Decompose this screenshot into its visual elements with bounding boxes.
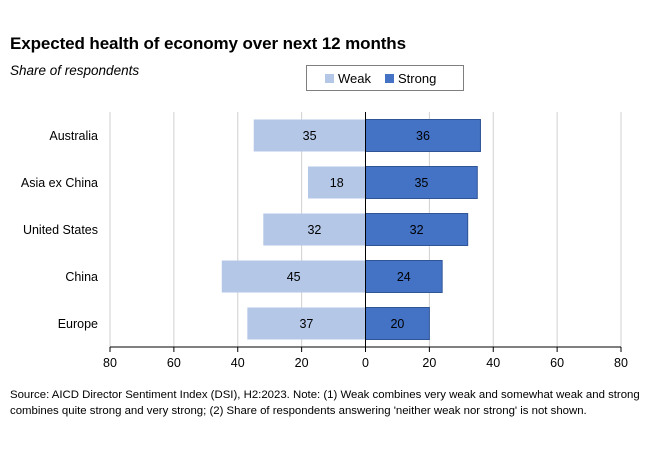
bar-strong-europe [365, 307, 430, 340]
bar-strong-united-states [365, 213, 469, 246]
legend-item-weak: Weak [325, 71, 371, 86]
label-strong-asia-ex-china: 35 [414, 176, 428, 190]
bar-strong-china [365, 260, 443, 293]
x-tick-label-3: 20 [295, 356, 309, 370]
category-label-europe: Europe [58, 317, 98, 331]
label-weak-united-states: 32 [307, 223, 321, 237]
bar-strong-australia [365, 119, 481, 152]
x-tick-label-6: 40 [486, 356, 500, 370]
x-tick-label-8: 80 [614, 356, 628, 370]
bar-weak-asia-ex-china [308, 166, 366, 199]
chart-subtitle: Share of respondents [10, 63, 140, 78]
chart-plot: 35 36 Australia 18 35 Asia ex China 32 32 United… [21, 112, 628, 370]
label-weak-asia-ex-china: 18 [330, 176, 344, 190]
label-weak-china: 45 [287, 270, 301, 284]
bar-strong-asia-ex-china [365, 166, 478, 199]
legend-label-strong: Strong [398, 70, 437, 86]
x-tick-label-2: 40 [231, 356, 245, 370]
category-label-australia: Australia [49, 129, 98, 143]
bar-weak-europe [247, 307, 366, 340]
category-label-asia-ex-china: Asia ex China [21, 176, 98, 190]
label-strong-united-states: 32 [410, 223, 424, 237]
legend-swatch-weak [325, 73, 334, 83]
x-tick-label-5: 20 [422, 356, 436, 370]
bar-weak-china [221, 260, 366, 293]
label-strong-australia: 36 [416, 129, 430, 143]
category-label-china: China [65, 270, 98, 284]
x-tick-label-7: 60 [550, 356, 564, 370]
legend: Weak Strong [306, 65, 464, 91]
bar-weak-australia [253, 119, 366, 152]
x-tick-label-1: 60 [167, 356, 181, 370]
label-strong-china: 24 [397, 270, 411, 284]
category-label-united-states: United States [23, 223, 98, 237]
bar-weak-united-states [263, 213, 366, 246]
legend-swatch-strong [385, 73, 394, 83]
x-tick-label-0: 80 [103, 356, 117, 370]
chart-title: Expected health of economy over next 12 … [10, 34, 406, 53]
legend-item-strong: Strong [385, 71, 436, 86]
label-weak-europe: 37 [299, 317, 313, 331]
legend-label-weak: Weak [338, 70, 371, 86]
label-strong-europe: 20 [390, 317, 404, 331]
source-note: Source: AICD Director Sentiment Index (D… [10, 389, 640, 417]
label-weak-australia: 35 [303, 129, 317, 143]
x-tick-label-4: 0 [362, 356, 369, 370]
